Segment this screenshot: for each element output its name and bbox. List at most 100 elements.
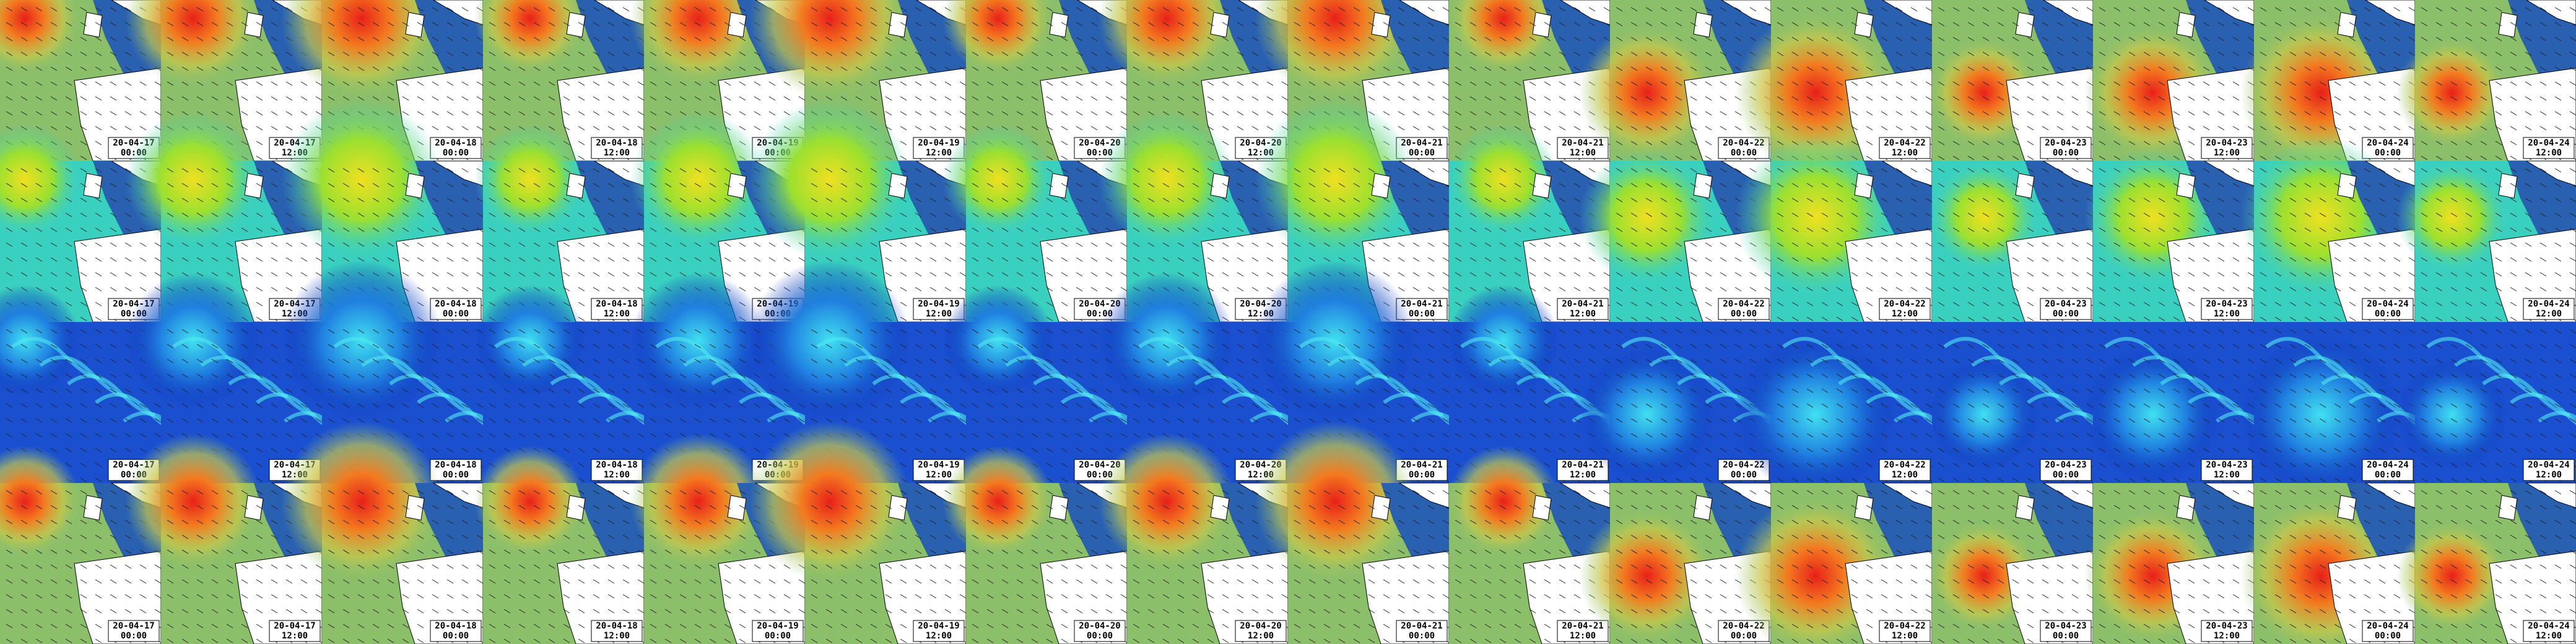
- wind-arrow: [402, 373, 409, 378]
- wind-arrow: [622, 564, 630, 569]
- wind-arrow: [328, 37, 335, 41]
- wind-arrow: [402, 212, 409, 217]
- wind-arrow: [285, 448, 293, 453]
- wind-arrow: [95, 111, 102, 116]
- wind-arrow: [446, 520, 454, 524]
- wind-arrow: [518, 564, 526, 569]
- wind-arrow: [211, 22, 219, 27]
- wind-arrow: [503, 520, 511, 524]
- wind-arrow: [593, 433, 600, 438]
- wind-arrow: [271, 227, 278, 232]
- wind-arrow: [357, 51, 365, 56]
- wind-arrow: [622, 7, 630, 12]
- wind-arrow: [593, 212, 600, 217]
- wind-arrow: [328, 198, 335, 202]
- wind-arrow: [167, 329, 174, 334]
- wind-arrow: [110, 37, 117, 41]
- wind-arrow: [211, 403, 219, 408]
- wind-arrow: [372, 51, 380, 56]
- wind-arrow: [65, 141, 72, 146]
- wind-arrow: [20, 242, 28, 247]
- wind-arrow: [578, 388, 585, 393]
- wind-arrow: [533, 37, 541, 41]
- wind-arrow: [20, 373, 28, 378]
- wind-arrow: [6, 183, 13, 188]
- wind-arrow: [181, 22, 189, 27]
- wind-arrow: [593, 272, 600, 277]
- wind-arrow: [432, 534, 439, 539]
- wind-arrow: [357, 227, 365, 232]
- wind-arrow: [622, 505, 630, 510]
- wind-arrow: [181, 638, 189, 643]
- wind-arrow: [241, 51, 248, 56]
- wind-arrow: [65, 520, 72, 524]
- sea: [415, 483, 483, 570]
- wind-arrow: [637, 126, 645, 131]
- wind-arrow: [372, 344, 380, 349]
- wind-arrow: [241, 534, 248, 539]
- wind-arrow: [342, 564, 350, 569]
- wind-arrow: [139, 257, 147, 262]
- wind-arrow: [124, 96, 132, 101]
- wind-arrow: [489, 373, 496, 378]
- wind-arrow: [476, 609, 484, 614]
- wind-arrow: [50, 359, 58, 363]
- wind-arrow: [461, 448, 469, 453]
- wind-arrow: [664, 51, 672, 56]
- wind-arrow: [593, 388, 600, 393]
- wind-arrow: [139, 96, 147, 101]
- wind-arrow: [256, 22, 263, 27]
- wind-arrow: [167, 490, 174, 495]
- wind-arrow: [226, 534, 233, 539]
- wind-arrow: [181, 242, 189, 247]
- wind-arrow: [226, 359, 233, 363]
- wind-arrow: [518, 227, 526, 232]
- wind-arrow: [694, 7, 702, 12]
- wind-arrow: [709, 168, 716, 173]
- wind-arrow: [489, 448, 496, 453]
- wind-arrow: [724, 66, 731, 71]
- wind-arrow: [6, 564, 13, 569]
- wind-arrow: [167, 624, 174, 629]
- wind-arrow: [80, 463, 87, 468]
- wind-arrow: [65, 418, 72, 423]
- wind-arrow: [489, 198, 496, 202]
- wind-arrow: [110, 373, 117, 378]
- wind-arrow: [461, 520, 469, 524]
- wind-arrow: [446, 344, 454, 349]
- wind-arrow: [476, 96, 484, 101]
- wind-arrow: [563, 212, 570, 217]
- wind-arrow: [446, 418, 454, 423]
- wind-arrow: [476, 242, 484, 247]
- wind-arrow: [196, 168, 204, 173]
- wind-arrow: [226, 198, 233, 202]
- wind-arrow: [694, 96, 702, 101]
- wind-arrow: [357, 329, 365, 334]
- wind-arrow: [35, 272, 43, 277]
- field-hotspot: [0, 124, 80, 235]
- wind-arrow: [167, 564, 174, 569]
- wind-arrow: [241, 579, 248, 584]
- wind-arrow: [6, 111, 13, 116]
- wind-arrow: [578, 168, 585, 173]
- wind-arrow: [387, 403, 394, 408]
- wind-arrow: [461, 609, 469, 614]
- wind-arrow: [196, 549, 204, 554]
- wind-arrow: [35, 520, 43, 524]
- wind-arrow: [342, 257, 350, 262]
- wind-arrow: [446, 403, 454, 408]
- wind-arrow: [342, 520, 350, 524]
- wind-arrow: [372, 242, 380, 247]
- wind-arrow: [533, 111, 541, 116]
- wind-arrow: [578, 373, 585, 378]
- wind-arrow: [578, 126, 585, 131]
- wind-arrow: [461, 329, 469, 334]
- wind-arrow: [139, 418, 147, 423]
- wind-arrow: [533, 520, 541, 524]
- wind-arrow: [739, 111, 746, 116]
- wind-arrow: [578, 183, 585, 188]
- wind-arrow: [65, 594, 72, 599]
- wind-arrow: [432, 594, 439, 599]
- wind-arrow: [503, 388, 511, 393]
- wind-arrow: [154, 579, 162, 584]
